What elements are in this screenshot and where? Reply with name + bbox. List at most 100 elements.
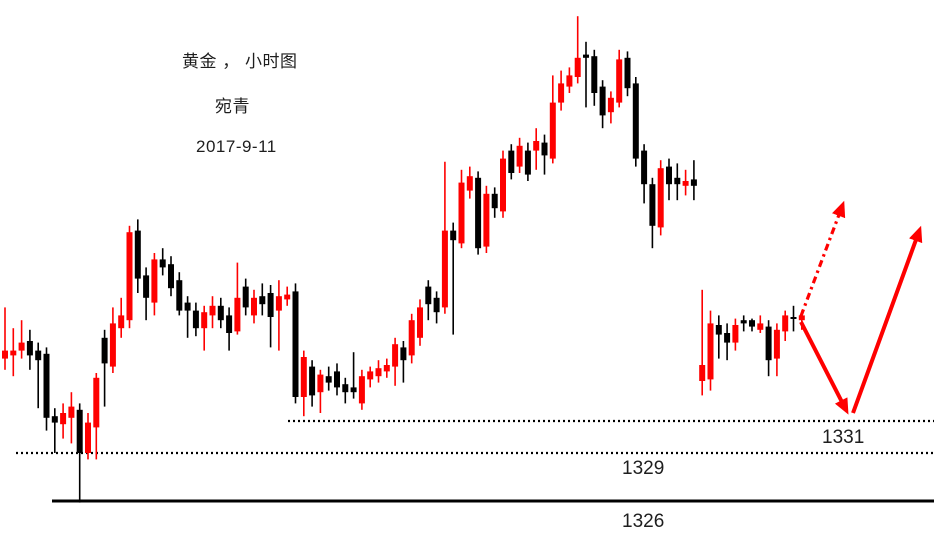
candle-55 [458,169,465,249]
candle-72 [599,80,606,129]
candle-body [300,357,307,397]
candle-91 [757,315,764,333]
candle-body [159,259,166,268]
candle-67 [558,70,565,111]
candle-46 [383,358,390,378]
candle-35 [292,283,299,404]
candle-body [583,54,589,58]
candle-body [674,177,681,185]
candle-body [740,320,747,324]
candle-body [607,97,614,113]
candle-70 [583,41,589,108]
candle-body [441,230,448,308]
candle-body [234,297,241,332]
candle-69 [574,16,581,84]
candle-body [798,315,805,321]
candle-6 [51,408,58,453]
candle-75 [624,51,631,97]
candle-body [317,374,324,393]
candle-62 [516,137,523,173]
candle-body [325,376,332,383]
candle-body [541,142,548,156]
candle-body [126,232,133,321]
candle-body [425,286,432,305]
candle-3 [26,329,33,370]
candle-7 [60,403,67,439]
candle-89 [740,315,747,332]
candle-body [549,102,556,159]
candle-50 [417,299,423,346]
candle-84 [699,289,706,396]
level-label-1329: 1329 [622,458,664,479]
candle-body [226,315,233,333]
candle-body [35,350,42,361]
candle-body [450,230,457,241]
forecast-arrows-layer [799,200,923,415]
candle-body [491,193,498,209]
candle-77 [641,144,648,204]
candle-78 [649,177,656,249]
candle-body [732,325,739,343]
forecast-arrow-down [799,321,849,415]
candle-body [641,150,648,185]
candle-body [68,406,75,418]
candle-body [699,365,706,381]
candle-16 [134,219,141,293]
candle-body [201,312,208,329]
candle-59 [491,187,498,218]
candle-63 [524,142,531,181]
candle-body [599,86,606,116]
candle-body [242,286,249,308]
candle-body [358,376,365,404]
candle-29 [242,278,249,316]
candle-45 [375,360,382,383]
candle-74 [616,49,623,108]
candle-body [433,297,440,313]
candle-44 [367,366,374,388]
candle-73 [607,91,614,124]
chart-author: 宛青 [215,97,250,116]
candle-11 [93,373,100,460]
candle-32 [267,285,274,348]
candle-body [790,317,797,319]
candle-17 [143,267,150,321]
candle-body [176,280,183,311]
candle-15 [126,225,133,329]
candle-34 [284,286,291,306]
candle-body [284,294,291,300]
candle-body [524,150,531,175]
candle-22 [184,296,191,338]
candle-body [85,422,91,453]
candle-12 [101,329,108,407]
candle-body [417,307,423,338]
candle-body [690,179,697,186]
candle-body [566,75,573,87]
candle-body [76,409,83,453]
candle-body [168,264,174,289]
candle-body [516,145,523,167]
candle-41 [342,377,349,404]
candle-body [43,353,50,418]
candle-48 [400,341,407,383]
candle-26 [217,297,224,329]
candle-31 [259,283,266,316]
candle-body [109,323,116,367]
candle-body [724,333,731,343]
candle-body [682,181,689,186]
level-label-1331: 1331 [822,427,864,448]
candle-19 [159,248,166,276]
candle-body [773,329,780,359]
candle-58 [483,185,490,253]
forecast-arrow-up [851,225,923,414]
candle-10 [85,413,91,460]
candle-1 [10,328,17,377]
candle-body [466,176,473,191]
candle-body [10,350,17,356]
candle-86 [715,315,722,359]
candle-28 [234,262,241,335]
candle-56 [466,166,473,199]
candle-90 [749,318,755,332]
candle-18 [151,253,158,316]
candle-92 [765,320,772,377]
